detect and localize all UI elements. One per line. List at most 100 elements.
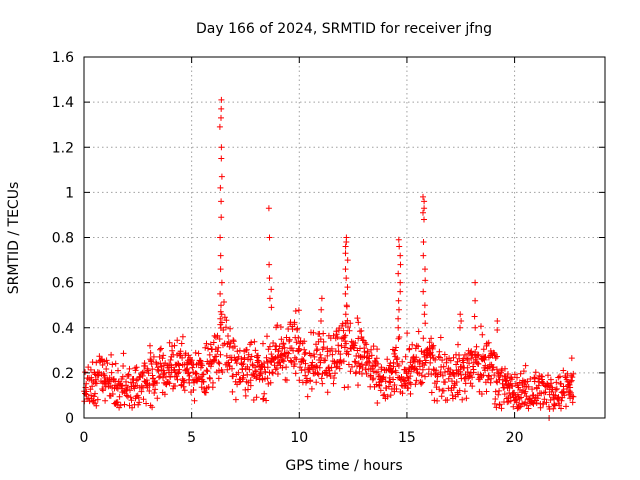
data-point: [318, 375, 325, 382]
data-point: [178, 340, 185, 347]
data-point: [420, 288, 427, 295]
data-point: [355, 319, 362, 326]
data-point: [285, 350, 292, 357]
data-point: [368, 352, 375, 359]
data-point: [200, 378, 207, 385]
data-point: [404, 330, 411, 337]
data-point: [415, 328, 422, 335]
data-point: [420, 193, 426, 200]
data-point: [286, 336, 293, 343]
data-point: [471, 313, 478, 320]
data-point: [508, 376, 515, 383]
data-point: [313, 379, 320, 386]
data-point: [354, 315, 361, 322]
data-point: [440, 363, 447, 370]
data-point: [534, 395, 541, 402]
data-point: [202, 389, 209, 396]
data-point: [284, 354, 291, 361]
data-point: [112, 360, 119, 367]
data-point: [370, 343, 377, 350]
data-point: [455, 391, 462, 398]
data-point: [569, 399, 576, 406]
data-point: [217, 290, 224, 297]
data-point: [483, 388, 490, 395]
data-point: [397, 261, 404, 268]
data-point: [268, 286, 275, 293]
data-point: [218, 214, 225, 221]
data-point: [176, 366, 183, 373]
data-point: [419, 379, 426, 386]
data-point: [478, 391, 485, 397]
y-tick-label: 0.4: [52, 321, 74, 337]
data-point: [466, 360, 473, 367]
y-tick-label: 1: [65, 185, 74, 201]
data-point: [132, 367, 139, 374]
data-point: [241, 354, 248, 361]
y-tick-label: 0.6: [52, 276, 74, 292]
data-point: [221, 340, 228, 347]
data-point: [173, 373, 180, 380]
data-point: [293, 356, 300, 363]
data-point: [313, 347, 320, 354]
data-point: [409, 341, 416, 348]
data-point: [146, 388, 153, 394]
data-point: [324, 389, 331, 396]
data-point: [292, 308, 299, 314]
data-point: [175, 361, 182, 368]
data-point: [469, 374, 476, 381]
data-point: [503, 378, 510, 385]
data-point: [525, 405, 532, 412]
data-point: [165, 379, 172, 386]
data-point: [219, 369, 226, 375]
data-point: [556, 402, 563, 409]
data-point: [456, 352, 462, 358]
data-point: [393, 369, 399, 376]
data-point: [127, 387, 133, 394]
data-point: [474, 352, 481, 359]
data-point: [218, 173, 225, 180]
data-point: [128, 397, 135, 404]
data-point: [264, 333, 270, 340]
data-point: [553, 385, 560, 392]
data-point: [422, 357, 429, 364]
data-point: [445, 375, 452, 382]
data-point: [381, 391, 388, 398]
data-point: [439, 357, 446, 364]
data-point: [218, 144, 225, 151]
data-point: [123, 378, 129, 385]
axis-ticks: [83, 56, 605, 419]
data-point: [396, 306, 402, 313]
data-point: [496, 387, 503, 394]
data-point: [374, 400, 381, 406]
data-point: [297, 364, 304, 371]
data-point: [131, 385, 138, 392]
data-point: [93, 380, 100, 387]
data-point: [420, 335, 427, 342]
data-point: [181, 387, 188, 394]
data-point: [428, 335, 435, 342]
data-point: [397, 252, 404, 259]
data-point: [344, 348, 351, 355]
data-point: [213, 353, 220, 360]
data-point: [317, 336, 324, 343]
data-point: [421, 216, 427, 223]
data-point: [255, 352, 261, 359]
data-point: [92, 390, 98, 397]
data-point: [532, 369, 539, 376]
data-point: [342, 250, 349, 257]
data-point: [436, 386, 443, 393]
x-tick-label: 20: [506, 430, 524, 446]
data-point: [221, 299, 227, 305]
data-point: [148, 357, 155, 364]
data-point: [427, 359, 434, 366]
data-point: [461, 388, 468, 395]
data-point: [338, 342, 345, 349]
data-point: [478, 323, 484, 330]
data-point: [561, 392, 568, 399]
data-point: [89, 383, 96, 390]
x-tick-label: 0: [80, 430, 89, 446]
data-point: [300, 357, 307, 364]
data-point: [133, 364, 140, 371]
data-point: [301, 338, 308, 345]
data-point: [240, 361, 247, 367]
